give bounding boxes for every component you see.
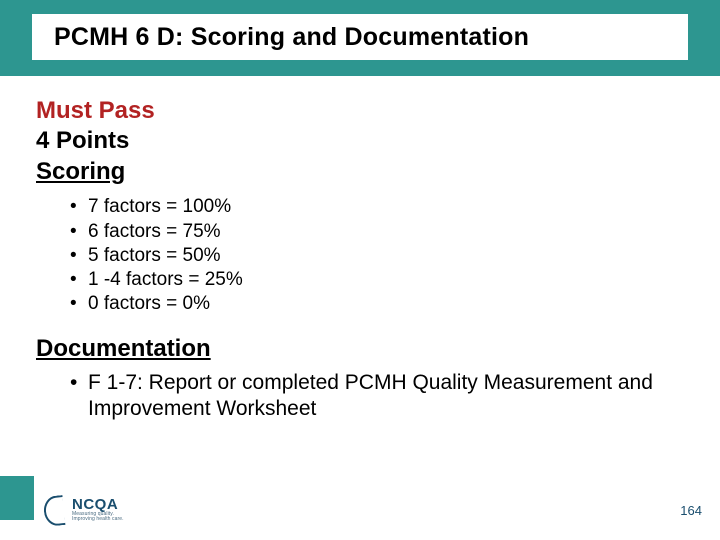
title-bar: PCMH 6 D: Scoring and Documentation bbox=[0, 0, 720, 76]
slide-title: PCMH 6 D: Scoring and Documentation bbox=[54, 23, 529, 52]
ncqa-logo: NCQA Measuring quality. Improving health… bbox=[42, 492, 124, 526]
scoring-list: 7 factors = 100% 6 factors = 75% 5 facto… bbox=[70, 195, 684, 317]
points-label: 4 Points bbox=[36, 126, 684, 156]
content-area: Must Pass 4 Points Scoring 7 factors = 1… bbox=[36, 96, 684, 421]
documentation-list: F 1-7: Report or completed PCMH Quality … bbox=[70, 370, 684, 421]
documentation-heading: Documentation bbox=[36, 333, 684, 364]
logo-main-text: NCQA bbox=[72, 497, 124, 512]
logo-sub-text-2: Improving health care. bbox=[72, 517, 124, 522]
scoring-item: 7 factors = 100% bbox=[70, 195, 684, 219]
scoring-heading: Scoring bbox=[36, 156, 684, 187]
scoring-item: 0 factors = 0% bbox=[70, 292, 684, 316]
page-number: 164 bbox=[680, 503, 702, 518]
documentation-item: F 1-7: Report or completed PCMH Quality … bbox=[70, 370, 684, 421]
footer-accent-block bbox=[0, 476, 34, 520]
logo-swoosh-icon bbox=[42, 492, 68, 526]
logo-text-block: NCQA Measuring quality. Improving health… bbox=[72, 497, 124, 522]
scoring-item: 5 factors = 50% bbox=[70, 244, 684, 268]
scoring-item: 1 -4 factors = 25% bbox=[70, 268, 684, 292]
title-container: PCMH 6 D: Scoring and Documentation bbox=[32, 14, 688, 60]
scoring-item: 6 factors = 75% bbox=[70, 220, 684, 244]
slide: PCMH 6 D: Scoring and Documentation Must… bbox=[0, 0, 720, 540]
must-pass-label: Must Pass bbox=[36, 96, 684, 126]
